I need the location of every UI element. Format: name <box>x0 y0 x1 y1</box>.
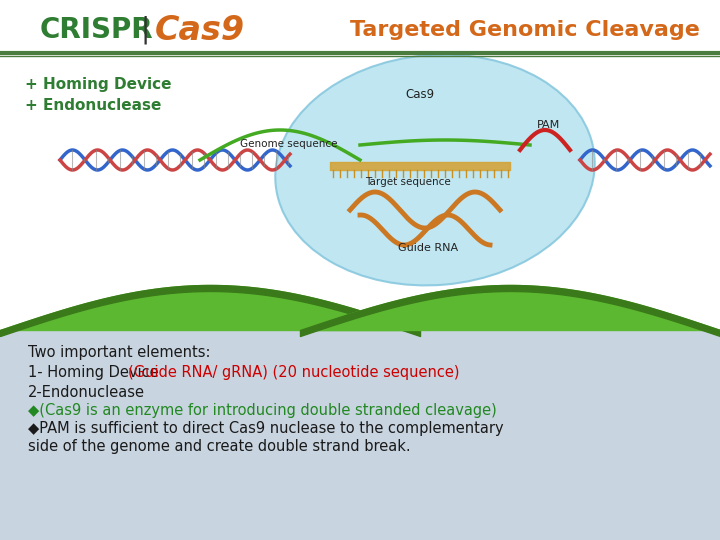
Text: + Endonuclease: + Endonuclease <box>25 98 161 112</box>
Text: + Homing Device: + Homing Device <box>25 78 171 92</box>
Text: Target sequence: Target sequence <box>365 177 451 187</box>
Text: 1- Homing Device: 1- Homing Device <box>28 365 163 380</box>
Text: ◆PAM is sufficient to direct Cas9 nuclease to the complementary: ◆PAM is sufficient to direct Cas9 nuclea… <box>28 421 503 436</box>
Text: 2-Endonuclease: 2-Endonuclease <box>28 385 145 400</box>
Ellipse shape <box>275 55 595 286</box>
Text: (Guide RNA/ gRNA) (20 nucleotide sequence): (Guide RNA/ gRNA) (20 nucleotide sequenc… <box>128 365 459 380</box>
Text: CRISPR: CRISPR <box>40 16 153 44</box>
Text: side of the genome and create double strand break.: side of the genome and create double str… <box>28 439 410 454</box>
Bar <box>0 330 720 540</box>
Text: Cas9: Cas9 <box>155 14 245 46</box>
Text: Two important elements:: Two important elements: <box>28 345 210 360</box>
Text: Guide RNA: Guide RNA <box>398 243 458 253</box>
Text: PAM: PAM <box>536 120 559 130</box>
Text: ◆(Cas9 is an enzyme for introducing double stranded cleavage): ◆(Cas9 is an enzyme for introducing doub… <box>28 403 497 418</box>
Text: Genome sequence: Genome sequence <box>240 139 338 149</box>
Text: Targeted Genomic Cleavage: Targeted Genomic Cleavage <box>350 20 700 40</box>
Text: Cas9: Cas9 <box>405 89 435 102</box>
Text: |: | <box>140 16 149 44</box>
